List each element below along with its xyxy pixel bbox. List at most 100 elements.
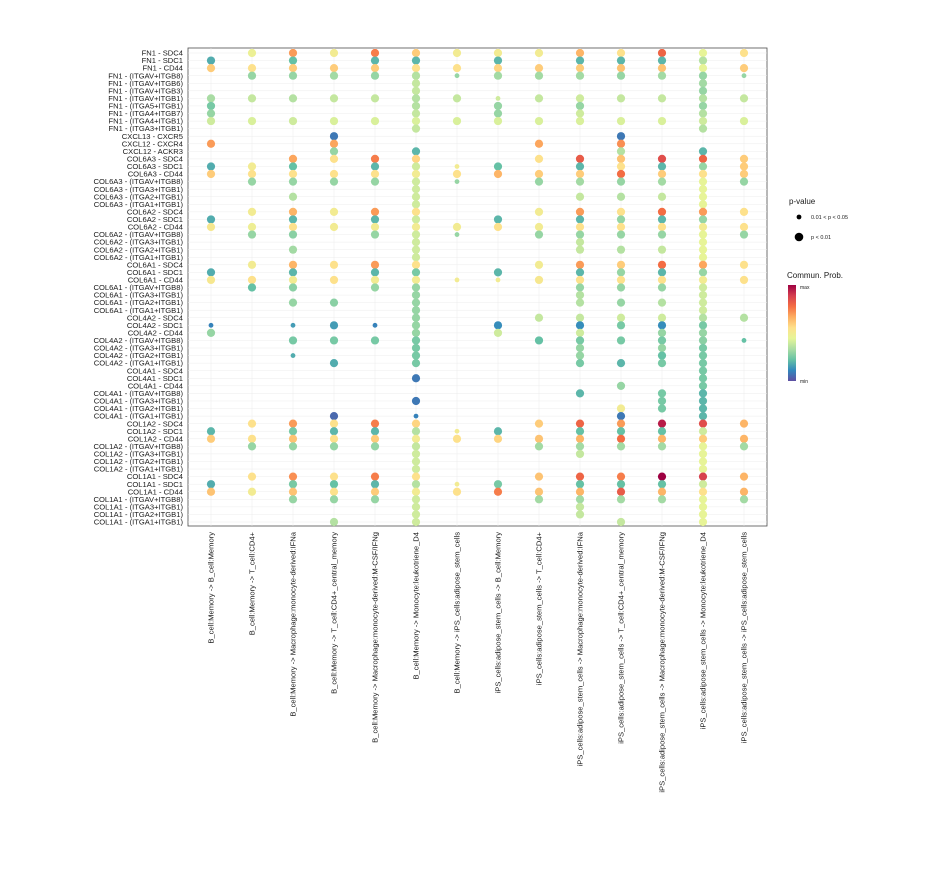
y-tick-label: COL1A1 - (ITGAV+ITGB8) xyxy=(93,495,183,504)
data-point xyxy=(288,495,298,504)
data-point xyxy=(370,472,380,481)
data-point xyxy=(411,260,421,269)
x-tick-label: iPS_cells:adipose_stem_cells -> Macropha… xyxy=(576,531,585,766)
data-point xyxy=(616,480,626,489)
data-point xyxy=(739,162,749,171)
data-point xyxy=(575,162,585,171)
data-point xyxy=(616,321,626,330)
data-point xyxy=(616,154,626,164)
data-point xyxy=(739,48,749,58)
data-point xyxy=(698,116,708,126)
data-point xyxy=(370,487,380,496)
data-point xyxy=(657,359,667,368)
data-point xyxy=(657,328,667,337)
x-tick-label: iPS_cells:adipose_stem_cells -> B_cell:M… xyxy=(494,532,503,694)
data-point xyxy=(616,427,626,436)
data-point xyxy=(206,169,216,179)
data-point xyxy=(247,64,257,73)
data-point xyxy=(698,306,708,315)
y-tick-label: COL6A2 - (ITGA3+ITGB1) xyxy=(94,238,184,247)
data-point xyxy=(493,116,503,126)
data-point xyxy=(741,338,747,343)
x-tick-label: B_cell:Memory -> B_cell:Memory xyxy=(207,532,216,644)
data-point xyxy=(657,275,667,285)
data-point xyxy=(739,207,749,216)
data-point xyxy=(288,480,298,489)
data-point xyxy=(411,427,421,436)
data-point xyxy=(739,487,749,496)
legend-size-label-mid: 0.01 < p < 0.05 xyxy=(811,215,848,221)
data-point xyxy=(616,419,626,428)
legend-color-title: Commun. Prob. xyxy=(787,271,843,280)
data-point xyxy=(657,442,667,451)
data-point xyxy=(247,169,257,179)
y-tick-label: COL1A2 - (ITGA1+ITGB1) xyxy=(94,465,184,474)
data-point xyxy=(370,177,380,186)
data-point xyxy=(411,116,421,126)
data-point xyxy=(657,480,667,489)
data-point xyxy=(206,275,216,285)
data-point xyxy=(575,343,585,353)
data-point xyxy=(698,169,708,179)
data-point xyxy=(698,64,708,73)
data-point xyxy=(698,328,708,337)
y-tick-label: FN1 - (ITGAV+ITGB1) xyxy=(108,94,183,103)
data-point xyxy=(370,169,380,179)
y-tick-label: COL6A3 - CD44 xyxy=(128,170,183,179)
data-point xyxy=(329,71,339,80)
data-point xyxy=(534,336,544,345)
data-point xyxy=(247,275,257,285)
data-point xyxy=(698,253,708,262)
y-tick-label: FN1 - (ITGAV+ITGB8) xyxy=(108,71,183,80)
data-point xyxy=(534,71,544,80)
data-point xyxy=(206,434,216,443)
data-point xyxy=(493,434,503,443)
data-point xyxy=(616,94,626,103)
data-point xyxy=(575,290,585,300)
data-point xyxy=(575,192,585,201)
data-point xyxy=(290,322,296,328)
data-point xyxy=(616,177,626,186)
data-point xyxy=(616,132,626,141)
data-point xyxy=(698,200,708,209)
data-point xyxy=(206,480,216,489)
data-point xyxy=(616,162,626,171)
data-point xyxy=(657,48,667,58)
data-point xyxy=(411,396,421,406)
y-tick-label: COL1A2 - (ITGAV+ITGB8) xyxy=(93,442,183,451)
data-point xyxy=(454,277,460,283)
data-point xyxy=(288,442,298,451)
data-point xyxy=(698,147,708,156)
data-point xyxy=(288,275,298,285)
data-point xyxy=(329,275,339,285)
data-point xyxy=(288,207,298,216)
data-point xyxy=(698,336,708,345)
data-point xyxy=(288,177,298,186)
data-point xyxy=(206,328,216,337)
y-tick-label: COL1A1 - (ITGA2+ITGB1) xyxy=(94,510,184,519)
data-point xyxy=(657,487,667,496)
data-point xyxy=(247,207,257,216)
data-point xyxy=(493,101,503,111)
data-point xyxy=(534,434,544,443)
y-tick-label: COL4A1 - (ITGA2+ITGB1) xyxy=(94,404,184,413)
data-point xyxy=(657,351,667,360)
data-point xyxy=(411,71,421,80)
data-point xyxy=(698,487,708,496)
data-point xyxy=(411,487,421,496)
data-point xyxy=(698,457,708,466)
data-point xyxy=(247,230,257,239)
data-point xyxy=(411,200,421,209)
data-point xyxy=(411,517,421,527)
y-tick-label: FN1 - (ITGA4+ITGB1) xyxy=(109,117,184,126)
data-point xyxy=(657,94,667,103)
data-point xyxy=(616,313,626,322)
data-point xyxy=(616,64,626,73)
data-point xyxy=(657,283,667,292)
data-point xyxy=(575,351,585,360)
data-point xyxy=(575,275,585,285)
data-point xyxy=(616,472,626,481)
data-point xyxy=(657,472,667,481)
data-point xyxy=(411,306,421,315)
data-point xyxy=(493,222,503,232)
